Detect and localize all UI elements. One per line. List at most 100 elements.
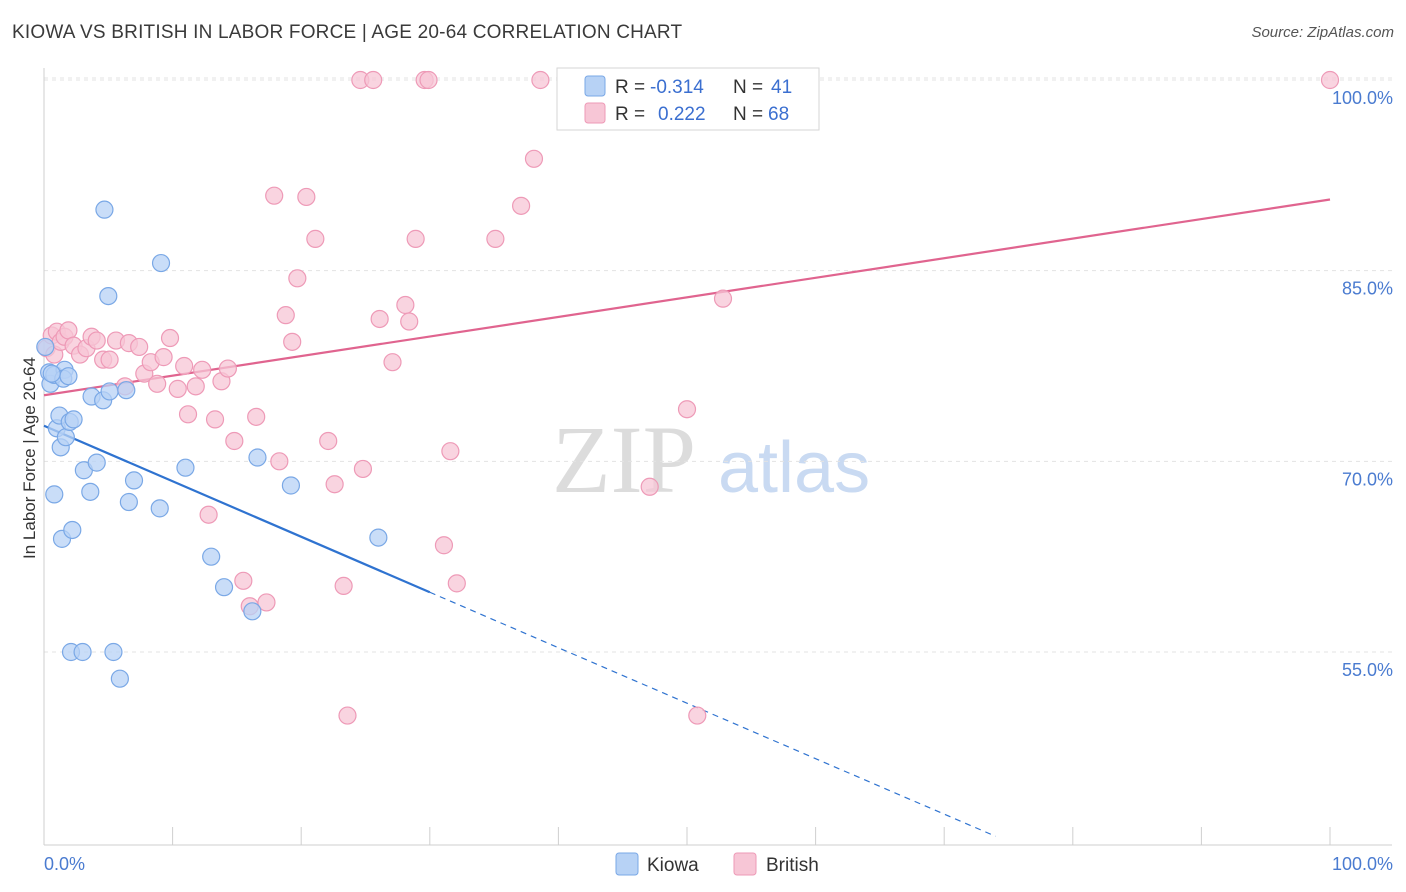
series-legend: Kiowa British: [615, 852, 819, 876]
point-kiowa-13: [63, 520, 82, 540]
y-tick-label-0: 55.0%: [1342, 660, 1393, 680]
point-british-27: [193, 360, 212, 379]
point-british-64: [531, 70, 550, 90]
point-british-22: [160, 328, 180, 348]
point-kiowa-24: [99, 286, 118, 306]
point-kiowa-17: [73, 642, 92, 662]
point-british-32: [225, 431, 244, 451]
legend-swatch-kiowa: [584, 75, 606, 97]
trend-lines: [43, 198, 1331, 837]
point-british-70: [1320, 70, 1340, 90]
point-british-52: [383, 353, 402, 372]
point-british-54: [400, 312, 419, 331]
point-british-21: [154, 348, 173, 367]
legend-british-n-value: 68: [768, 104, 789, 125]
trend-line-kiowa-extension: [429, 591, 996, 837]
point-british-26: [186, 377, 205, 396]
point-kiowa-0: [36, 337, 55, 357]
point-kiowa-37: [248, 448, 267, 467]
point-british-20: [148, 374, 167, 393]
bottom-legend-kiowa-label: Kiowa: [647, 855, 699, 876]
point-kiowa-31: [150, 499, 169, 518]
point-kiowa-23: [95, 200, 114, 219]
point-british-31: [218, 359, 237, 378]
point-british-28: [199, 505, 218, 524]
point-british-65: [640, 477, 659, 496]
bottom-legend-british-label: British: [766, 855, 819, 876]
point-kiowa-21: [87, 453, 106, 472]
point-british-63: [524, 149, 544, 168]
point-kiowa-19: [81, 482, 100, 501]
x-tick-label-0: 0.0%: [44, 854, 85, 874]
point-british-68: [688, 706, 707, 725]
bottom-legend-swatch-kiowa: [615, 852, 639, 876]
point-british-40: [283, 332, 302, 351]
trend-line-british: [43, 198, 1331, 397]
point-british-46: [334, 576, 353, 596]
point-kiowa-38: [281, 476, 301, 495]
y-tick-label-1: 70.0%: [1342, 469, 1393, 489]
point-kiowa-28: [117, 381, 136, 400]
point-british-49: [353, 459, 373, 479]
chart-source: Source: ZipAtlas.com: [1251, 24, 1394, 41]
point-british-51: [370, 309, 389, 329]
point-british-60: [447, 574, 466, 593]
point-kiowa-30: [124, 471, 144, 490]
point-british-33: [234, 571, 253, 590]
point-british-45: [325, 475, 344, 494]
legend-kiowa-r-label: R =: [615, 77, 645, 98]
point-kiowa-10: [56, 428, 75, 447]
point-kiowa-25: [100, 382, 119, 401]
point-british-61: [486, 229, 505, 248]
point-british-57: [419, 70, 438, 90]
legend-kiowa-n-value: 41: [771, 77, 792, 98]
point-british-25: [178, 405, 198, 424]
point-british-42: [297, 187, 316, 207]
point-british-37: [265, 186, 284, 205]
point-british-50: [364, 70, 383, 90]
y-axis-title: In Labor Force | Age 20-64: [20, 357, 39, 559]
watermark-atlas: atlas: [718, 428, 870, 508]
point-kiowa-27: [110, 669, 129, 688]
point-british-69: [713, 289, 733, 308]
data-points: [36, 70, 1340, 725]
point-british-29: [205, 410, 225, 429]
point-british-35: [247, 407, 266, 426]
point-british-43: [306, 229, 325, 248]
y-tick-label-3: 100.0%: [1332, 88, 1393, 108]
point-british-17: [130, 337, 149, 357]
point-kiowa-40: [42, 364, 61, 383]
point-british-55: [406, 229, 425, 248]
point-british-38: [270, 452, 289, 471]
point-british-24: [175, 356, 194, 376]
point-british-59: [441, 442, 460, 461]
point-british-47: [338, 706, 357, 725]
point-kiowa-33: [176, 458, 195, 477]
y-tick-label-2: 85.0%: [1342, 279, 1393, 299]
legend-british-n-label: N =: [733, 104, 763, 125]
chart-title: KIOWA VS BRITISH IN LABOR FORCE | AGE 20…: [12, 22, 683, 43]
point-kiowa-32: [151, 253, 171, 273]
bottom-legend-swatch-british: [733, 852, 757, 876]
point-kiowa-39: [369, 528, 388, 547]
point-british-36: [257, 593, 276, 612]
x-tick-label-1: 100.0%: [1332, 854, 1393, 874]
point-british-66: [677, 400, 697, 419]
point-british-53: [396, 295, 415, 315]
point-british-58: [434, 536, 454, 555]
correlation-legend: R = -0.314 N = 41 R = 0.222 N = 68: [556, 67, 820, 131]
tick-labels: 55.0% 70.0% 85.0% 100.0% 0.0% 100.0%: [44, 88, 1393, 874]
point-kiowa-26: [104, 642, 123, 662]
point-british-44: [319, 431, 338, 451]
point-british-11: [87, 331, 106, 350]
watermark-zip: ZIP: [552, 406, 696, 513]
point-british-39: [276, 306, 295, 325]
point-british-23: [168, 379, 187, 398]
legend-swatch-british: [584, 102, 606, 124]
point-kiowa-14: [64, 410, 83, 429]
legend-kiowa-n-label: N =: [733, 77, 763, 98]
point-kiowa-15: [45, 485, 64, 504]
point-kiowa-36: [243, 602, 262, 621]
axes: [43, 68, 1392, 846]
point-british-62: [512, 196, 531, 215]
